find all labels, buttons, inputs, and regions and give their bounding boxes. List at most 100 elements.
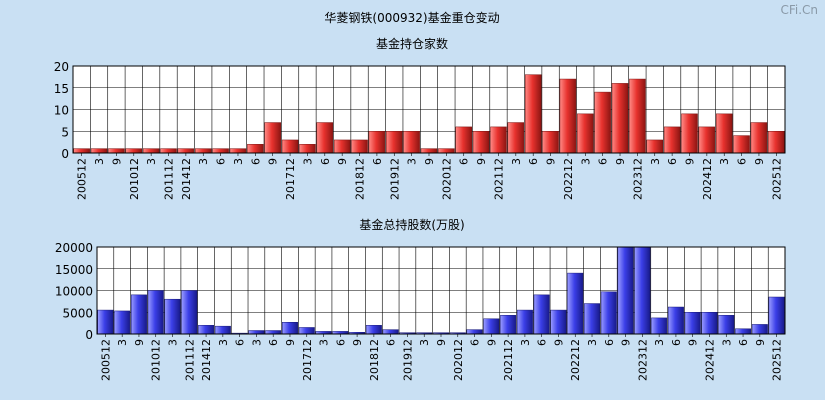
bar xyxy=(667,306,684,335)
y-tick-label: 0 xyxy=(61,147,69,161)
x-tick-label: 9 xyxy=(284,339,297,346)
bar xyxy=(466,329,483,335)
bar xyxy=(768,131,785,154)
x-tick-label: 9 xyxy=(110,158,123,165)
y-tick-label: 0 xyxy=(85,328,93,342)
bar xyxy=(386,131,403,154)
x-tick-label: 3 xyxy=(232,158,245,165)
x-tick-label: 3 xyxy=(510,158,523,165)
bar xyxy=(516,309,533,335)
x-tick-label: 200512 xyxy=(99,339,112,381)
x-tick-label: 6 xyxy=(371,158,384,165)
x-tick-label: 3 xyxy=(93,158,106,165)
bar xyxy=(108,148,125,154)
x-tick-label: 201012 xyxy=(128,158,141,200)
bar xyxy=(455,126,472,154)
bar xyxy=(114,310,131,335)
bar xyxy=(684,312,701,335)
bar xyxy=(198,325,215,335)
x-tick-label: 9 xyxy=(687,339,700,346)
bar xyxy=(282,322,298,335)
bar xyxy=(617,246,634,335)
bar xyxy=(718,315,735,335)
x-tick-label: 202312 xyxy=(631,158,644,200)
bar xyxy=(524,74,542,154)
x-tick-label: 9 xyxy=(423,158,436,165)
bar xyxy=(248,330,265,335)
x-tick-label: 3 xyxy=(649,158,662,165)
x-tick-label: 9 xyxy=(683,158,696,165)
bar xyxy=(735,328,752,335)
y-tick-label: 20000 xyxy=(55,241,93,255)
x-tick-label: 6 xyxy=(267,339,280,346)
page-title: 华菱钢铁(000932)基金重仓变动 xyxy=(324,10,499,25)
x-tick-label: 3 xyxy=(418,339,431,346)
x-tick-label: 201412 xyxy=(180,158,193,200)
x-tick-label: 9 xyxy=(267,158,280,165)
x-tick-label: 201112 xyxy=(163,158,176,200)
x-tick-label: 202212 xyxy=(569,339,582,381)
bar xyxy=(550,309,567,335)
x-tick-label: 202012 xyxy=(440,158,453,200)
x-tick-label: 6 xyxy=(527,158,540,165)
x-tick-label: 9 xyxy=(753,158,766,165)
x-tick-label: 9 xyxy=(351,339,364,346)
bar xyxy=(247,144,264,154)
x-tick-label: 6 xyxy=(385,339,398,346)
x-tick-label: 200512 xyxy=(76,158,89,200)
bar xyxy=(368,131,386,154)
x-tick-label: 3 xyxy=(406,158,419,165)
x-tick-label: 201712 xyxy=(284,158,297,200)
bar xyxy=(365,325,382,335)
bar xyxy=(195,148,212,154)
bar xyxy=(651,317,668,335)
x-tick-label: 201912 xyxy=(401,339,414,381)
x-tick-label: 3 xyxy=(318,339,331,346)
bar xyxy=(90,148,108,154)
y-tick-label: 10 xyxy=(54,104,69,118)
x-tick-label: 6 xyxy=(334,339,347,346)
bar xyxy=(559,78,577,154)
x-tick-label: 6 xyxy=(536,339,549,346)
x-tick-label: 3 xyxy=(653,339,666,346)
bar xyxy=(351,139,368,154)
x-tick-label: 3 xyxy=(250,339,263,346)
y-tick-label: 20 xyxy=(54,60,69,74)
x-tick-label: 6 xyxy=(469,339,482,346)
watermark: CFi.Cn xyxy=(780,3,818,17)
bar xyxy=(483,318,500,335)
chart1-title: 基金持仓家数 xyxy=(376,36,448,51)
x-tick-label: 201012 xyxy=(150,339,163,381)
x-tick-label: 202512 xyxy=(770,158,783,200)
bar xyxy=(264,122,281,154)
x-tick-label: 3 xyxy=(197,158,210,165)
bar xyxy=(715,113,733,154)
bar xyxy=(768,296,785,335)
bar xyxy=(646,139,663,154)
bar xyxy=(750,122,768,154)
x-tick-label: 9 xyxy=(754,339,767,346)
x-tick-label: 3 xyxy=(217,339,230,346)
bar xyxy=(500,315,517,335)
bar xyxy=(533,294,550,335)
x-tick-label: 3 xyxy=(116,339,129,346)
bar xyxy=(507,122,525,154)
bar xyxy=(265,330,282,335)
bar xyxy=(600,291,617,335)
bar xyxy=(577,113,594,154)
x-tick-label: 9 xyxy=(336,158,349,165)
x-tick-label: 3 xyxy=(579,158,592,165)
x-tick-label: 9 xyxy=(133,339,146,346)
bar xyxy=(420,148,438,154)
x-tick-label: 6 xyxy=(603,339,616,346)
x-tick-label: 201712 xyxy=(301,339,314,381)
x-tick-label: 202412 xyxy=(703,339,716,381)
bar xyxy=(594,91,611,154)
bar xyxy=(490,126,507,154)
bar xyxy=(160,148,177,154)
x-tick-label: 202412 xyxy=(701,158,714,200)
bar xyxy=(567,272,584,335)
